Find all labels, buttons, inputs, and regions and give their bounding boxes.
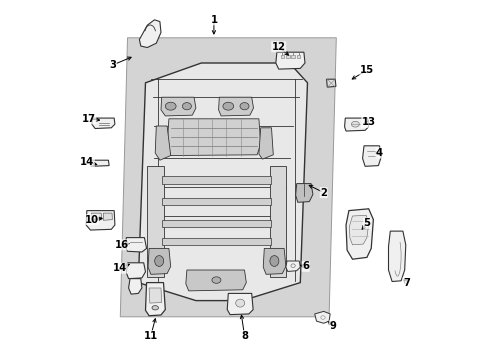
Text: 4: 4 bbox=[375, 148, 382, 158]
Text: 7: 7 bbox=[402, 278, 409, 288]
Ellipse shape bbox=[269, 256, 278, 266]
Polygon shape bbox=[263, 248, 285, 274]
Text: 16: 16 bbox=[114, 240, 128, 250]
Text: 9: 9 bbox=[328, 321, 335, 331]
Text: 12: 12 bbox=[271, 42, 285, 52]
Ellipse shape bbox=[154, 256, 163, 266]
Polygon shape bbox=[162, 238, 271, 245]
Polygon shape bbox=[155, 126, 170, 160]
Bar bbox=[285, 55, 289, 58]
Polygon shape bbox=[147, 166, 163, 277]
Polygon shape bbox=[90, 160, 109, 166]
Polygon shape bbox=[269, 166, 285, 277]
Polygon shape bbox=[161, 97, 196, 116]
Polygon shape bbox=[91, 213, 102, 220]
Ellipse shape bbox=[235, 299, 244, 307]
Polygon shape bbox=[125, 238, 146, 252]
Polygon shape bbox=[139, 20, 161, 48]
Ellipse shape bbox=[152, 306, 158, 310]
Polygon shape bbox=[218, 97, 253, 116]
Bar bbox=[280, 55, 284, 58]
Text: 1: 1 bbox=[210, 15, 217, 25]
Text: 14: 14 bbox=[113, 263, 127, 273]
Text: 13: 13 bbox=[361, 117, 375, 127]
Polygon shape bbox=[362, 146, 381, 166]
Polygon shape bbox=[120, 38, 336, 317]
Polygon shape bbox=[227, 293, 253, 315]
Polygon shape bbox=[314, 311, 329, 323]
Polygon shape bbox=[295, 184, 312, 202]
Polygon shape bbox=[344, 118, 368, 131]
Polygon shape bbox=[92, 118, 115, 129]
Polygon shape bbox=[162, 198, 271, 205]
Ellipse shape bbox=[211, 277, 221, 283]
Text: 15: 15 bbox=[359, 65, 373, 75]
Ellipse shape bbox=[182, 103, 191, 110]
Bar bbox=[291, 55, 294, 58]
Text: 14: 14 bbox=[80, 157, 94, 167]
Text: 3: 3 bbox=[109, 60, 116, 70]
Polygon shape bbox=[126, 263, 145, 279]
Polygon shape bbox=[167, 119, 260, 156]
Polygon shape bbox=[346, 209, 373, 259]
Polygon shape bbox=[387, 231, 405, 282]
Text: 10: 10 bbox=[84, 215, 98, 225]
Polygon shape bbox=[148, 248, 170, 274]
Polygon shape bbox=[149, 288, 162, 303]
Ellipse shape bbox=[165, 102, 176, 110]
Text: 8: 8 bbox=[241, 330, 247, 341]
Ellipse shape bbox=[223, 102, 233, 110]
Polygon shape bbox=[128, 279, 142, 294]
Polygon shape bbox=[145, 283, 165, 316]
Polygon shape bbox=[326, 79, 335, 87]
Polygon shape bbox=[86, 211, 115, 230]
Bar bbox=[296, 55, 300, 58]
Polygon shape bbox=[185, 270, 246, 291]
Polygon shape bbox=[258, 128, 273, 159]
Text: 17: 17 bbox=[82, 114, 96, 124]
Polygon shape bbox=[275, 52, 305, 69]
Polygon shape bbox=[103, 213, 112, 220]
Ellipse shape bbox=[351, 121, 359, 127]
Polygon shape bbox=[285, 261, 300, 271]
Text: 6: 6 bbox=[302, 261, 308, 271]
Ellipse shape bbox=[240, 103, 248, 110]
Polygon shape bbox=[162, 220, 271, 227]
Polygon shape bbox=[138, 63, 307, 301]
Polygon shape bbox=[162, 176, 271, 184]
Text: 11: 11 bbox=[143, 330, 158, 341]
Polygon shape bbox=[348, 215, 368, 245]
Text: 2: 2 bbox=[320, 188, 326, 198]
Text: 5: 5 bbox=[363, 218, 369, 228]
